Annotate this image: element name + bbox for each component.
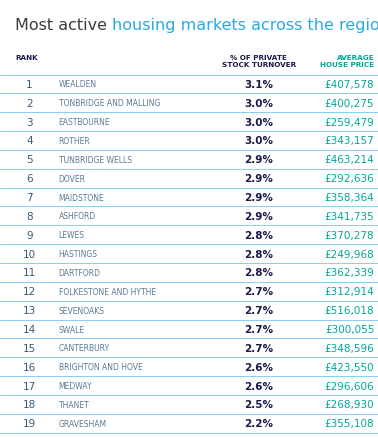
Text: 2.7%: 2.7% bbox=[244, 343, 274, 353]
Text: 2.8%: 2.8% bbox=[245, 230, 273, 240]
Text: % OF PRIVATE
STOCK TURNOVER: % OF PRIVATE STOCK TURNOVER bbox=[222, 55, 296, 68]
Text: 18: 18 bbox=[23, 399, 36, 410]
Text: 2.2%: 2.2% bbox=[245, 418, 273, 428]
Text: BRIGHTON AND HOVE: BRIGHTON AND HOVE bbox=[59, 362, 143, 371]
Text: £296,606: £296,606 bbox=[325, 381, 374, 391]
Text: 14: 14 bbox=[23, 324, 36, 334]
Text: £268,930: £268,930 bbox=[325, 399, 374, 410]
Text: £423,550: £423,550 bbox=[325, 362, 374, 372]
Text: £348,596: £348,596 bbox=[324, 343, 374, 353]
Text: 9: 9 bbox=[26, 230, 33, 240]
Text: 3.0%: 3.0% bbox=[245, 136, 273, 146]
Text: GRAVESHAM: GRAVESHAM bbox=[59, 419, 107, 428]
Text: £343,157: £343,157 bbox=[324, 136, 374, 146]
Text: 13: 13 bbox=[23, 305, 36, 315]
Text: 3: 3 bbox=[26, 117, 33, 127]
Text: £259,479: £259,479 bbox=[324, 117, 374, 127]
Text: £355,108: £355,108 bbox=[325, 418, 374, 428]
Text: 5: 5 bbox=[26, 155, 33, 165]
Text: £407,578: £407,578 bbox=[325, 80, 374, 90]
Text: MAIDSTONE: MAIDSTONE bbox=[59, 193, 104, 202]
Text: 2.5%: 2.5% bbox=[245, 399, 273, 410]
Text: DARTFORD: DARTFORD bbox=[59, 268, 101, 277]
Text: 2.8%: 2.8% bbox=[245, 268, 273, 278]
Text: FOLKESTONE AND HYTHE: FOLKESTONE AND HYTHE bbox=[59, 287, 156, 296]
Text: 6: 6 bbox=[26, 174, 33, 184]
Text: THANET: THANET bbox=[59, 400, 89, 409]
Text: 10: 10 bbox=[23, 249, 36, 259]
Text: 2.8%: 2.8% bbox=[245, 249, 273, 259]
Text: 12: 12 bbox=[23, 287, 36, 297]
Text: HASTINGS: HASTINGS bbox=[59, 250, 98, 258]
Text: TUNBRIDGE WELLS: TUNBRIDGE WELLS bbox=[59, 155, 132, 165]
Text: £516,018: £516,018 bbox=[325, 305, 374, 315]
Text: 1: 1 bbox=[26, 80, 33, 90]
Text: SWALE: SWALE bbox=[59, 325, 85, 334]
Text: £358,364: £358,364 bbox=[324, 193, 374, 203]
Text: £370,278: £370,278 bbox=[325, 230, 374, 240]
Text: £463,214: £463,214 bbox=[324, 155, 374, 165]
Text: 2.9%: 2.9% bbox=[245, 155, 273, 165]
Text: EASTBOURNE: EASTBOURNE bbox=[59, 118, 110, 127]
Text: ASHFORD: ASHFORD bbox=[59, 212, 96, 221]
Text: 2.7%: 2.7% bbox=[244, 324, 274, 334]
Text: 8: 8 bbox=[26, 212, 33, 221]
Text: £400,275: £400,275 bbox=[325, 99, 374, 109]
Text: DOVER: DOVER bbox=[59, 174, 85, 183]
Text: MEDWAY: MEDWAY bbox=[59, 381, 92, 390]
Text: 2.9%: 2.9% bbox=[245, 193, 273, 203]
Text: 15: 15 bbox=[23, 343, 36, 353]
Text: 2.9%: 2.9% bbox=[245, 212, 273, 221]
Text: LEWES: LEWES bbox=[59, 231, 85, 240]
Text: 19: 19 bbox=[23, 418, 36, 428]
Text: 3.1%: 3.1% bbox=[245, 80, 273, 90]
Text: 2.7%: 2.7% bbox=[244, 305, 274, 315]
Text: 2.7%: 2.7% bbox=[244, 287, 274, 297]
Text: £292,636: £292,636 bbox=[324, 174, 374, 184]
Text: CANTERBURY: CANTERBURY bbox=[59, 343, 110, 353]
Text: £312,914: £312,914 bbox=[324, 287, 374, 297]
Text: Most active: Most active bbox=[15, 18, 112, 33]
Text: ROTHER: ROTHER bbox=[59, 137, 90, 146]
Text: 17: 17 bbox=[23, 381, 36, 391]
Text: RANK: RANK bbox=[15, 55, 38, 61]
Text: 3.0%: 3.0% bbox=[245, 99, 273, 109]
Text: TONBRIDGE AND MALLING: TONBRIDGE AND MALLING bbox=[59, 99, 160, 108]
Text: 2: 2 bbox=[26, 99, 33, 109]
Text: housing markets across the region: housing markets across the region bbox=[112, 18, 378, 33]
Text: £249,968: £249,968 bbox=[324, 249, 374, 259]
Text: SEVENOAKS: SEVENOAKS bbox=[59, 306, 105, 315]
Text: 4: 4 bbox=[26, 136, 33, 146]
Text: £300,055: £300,055 bbox=[325, 324, 374, 334]
Text: 16: 16 bbox=[23, 362, 36, 372]
Text: 7: 7 bbox=[26, 193, 33, 203]
Text: £362,339: £362,339 bbox=[324, 268, 374, 278]
Text: 2.6%: 2.6% bbox=[245, 362, 273, 372]
Text: £341,735: £341,735 bbox=[324, 212, 374, 221]
Text: 3.0%: 3.0% bbox=[245, 117, 273, 127]
Text: 11: 11 bbox=[23, 268, 36, 278]
Text: AVERAGE
HOUSE PRICE: AVERAGE HOUSE PRICE bbox=[320, 55, 374, 68]
Text: 2.6%: 2.6% bbox=[245, 381, 273, 391]
Text: 2.9%: 2.9% bbox=[245, 174, 273, 184]
Text: WEALDEN: WEALDEN bbox=[59, 80, 97, 89]
